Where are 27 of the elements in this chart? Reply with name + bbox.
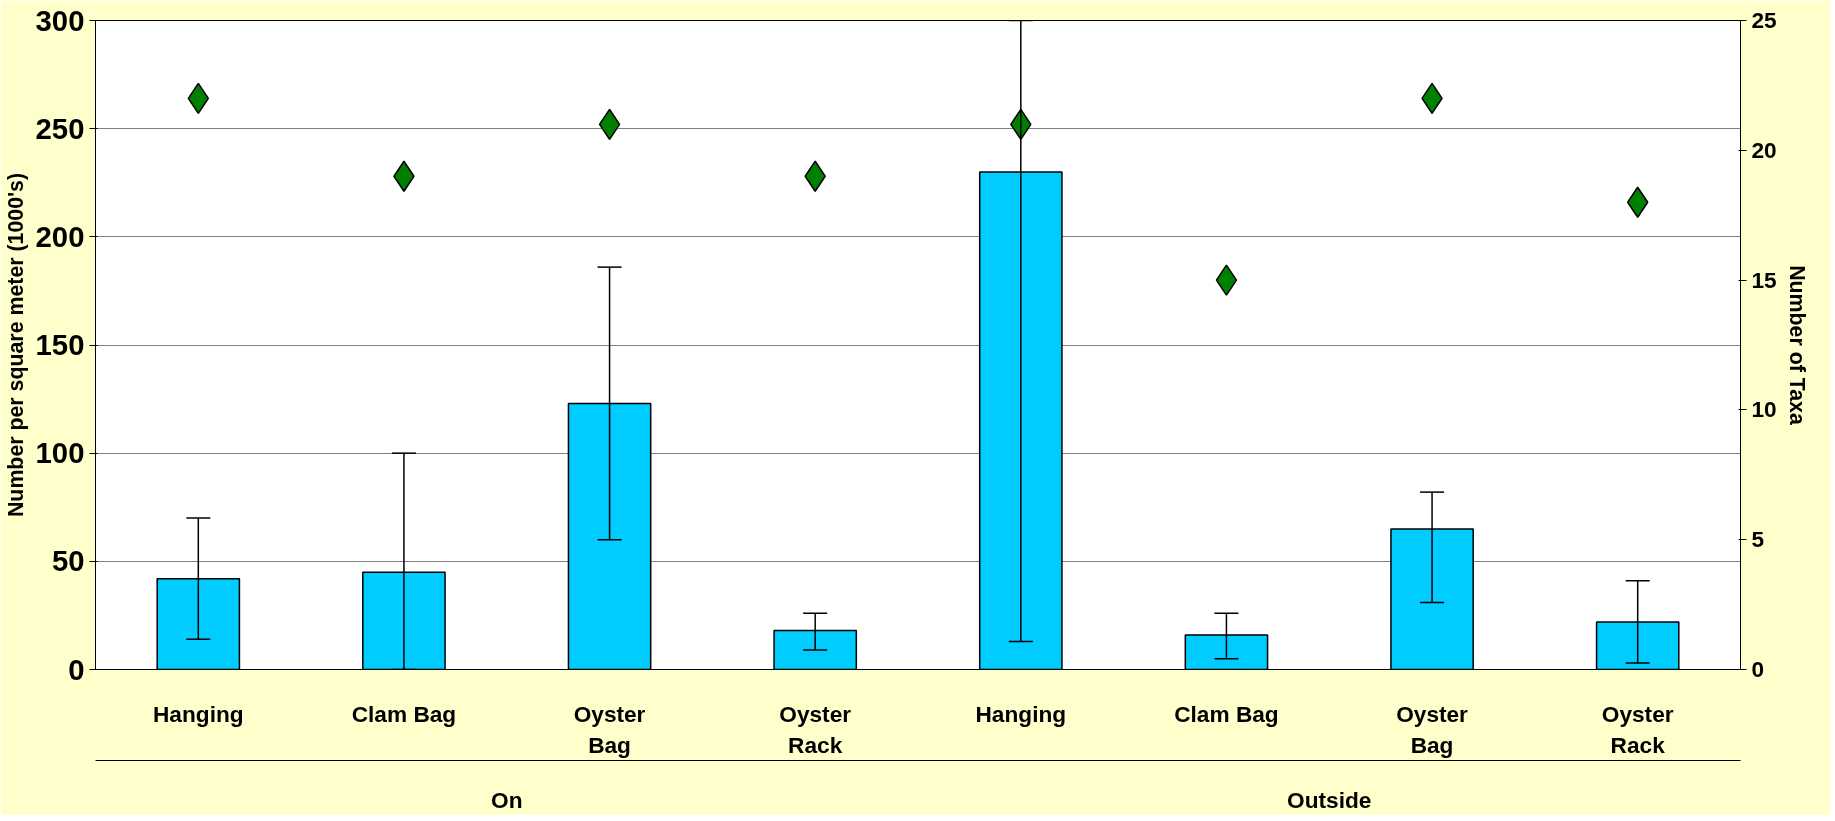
x-tick-label: Hanging xyxy=(153,700,244,727)
y-tick-label: 300 xyxy=(35,3,85,37)
y2-tick-label: 20 xyxy=(1751,136,1777,163)
x-tick-label: Clam Bag xyxy=(351,700,457,727)
text: On xyxy=(491,786,523,813)
x-tick-label: Hanging xyxy=(975,700,1067,727)
y-tick-label: 100 xyxy=(35,436,85,470)
point xyxy=(1215,264,1238,296)
y2-tick-label: 25 xyxy=(1751,7,1777,33)
y-tick-label: 200 xyxy=(35,219,85,253)
x-tick-label: Clam Bag xyxy=(1174,700,1279,727)
y2-tick-label: 15 xyxy=(1751,266,1777,293)
x-tick-label: Oyster Rack xyxy=(779,700,852,758)
y-tick-label: 0 xyxy=(68,652,85,686)
x-tick-label: Oyster Bag xyxy=(573,700,646,758)
y2-axis-title: Number of Taxa xyxy=(1784,265,1809,425)
y-axis-title: Number per square meter (1000's) xyxy=(3,172,28,518)
y-tick-label: 150 xyxy=(35,328,85,361)
point xyxy=(1626,186,1649,218)
y-tick-label: 250 xyxy=(35,111,85,145)
y2-tick-label: 10 xyxy=(1751,396,1777,423)
x-tick-label: Oyster Rack xyxy=(1601,700,1674,758)
x-tick-label: Oyster Bag xyxy=(1396,700,1469,758)
y-tick-label: 50 xyxy=(51,544,85,578)
y2-tick-label: 0 xyxy=(1751,656,1765,682)
y2-tick-label: 5 xyxy=(1751,526,1765,553)
text: Outside xyxy=(1287,786,1372,813)
